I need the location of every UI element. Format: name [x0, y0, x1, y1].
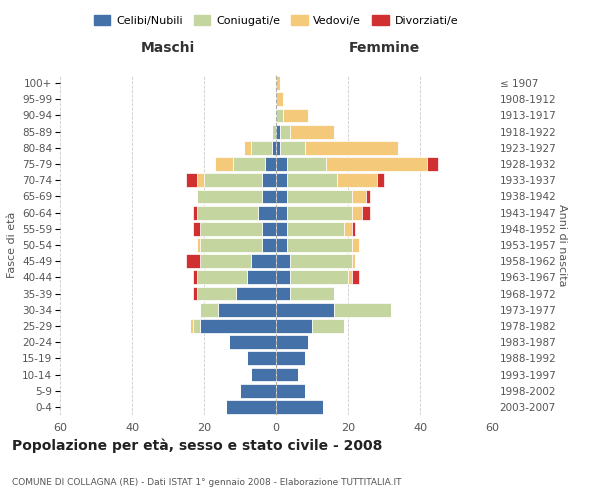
Bar — [276, 206, 287, 220]
Bar — [287, 206, 352, 220]
Bar — [344, 222, 352, 235]
Bar — [326, 157, 427, 171]
Bar — [197, 206, 258, 220]
Bar — [193, 286, 197, 300]
Bar — [276, 400, 323, 414]
Bar — [193, 222, 200, 235]
Bar — [262, 190, 276, 203]
Bar — [247, 270, 276, 284]
Bar — [186, 254, 200, 268]
Bar — [251, 141, 272, 154]
Bar — [197, 190, 262, 203]
Bar — [312, 319, 344, 333]
Bar — [197, 238, 200, 252]
Bar — [258, 206, 276, 220]
Bar — [276, 368, 298, 382]
Legend: Celibi/Nubili, Coniugati/e, Vedovi/e, Divorziati/e: Celibi/Nubili, Coniugati/e, Vedovi/e, Di… — [89, 10, 463, 30]
Bar — [200, 222, 262, 235]
Bar — [272, 141, 276, 154]
Bar — [280, 125, 290, 138]
Bar — [276, 222, 287, 235]
Bar — [197, 174, 204, 187]
Bar — [287, 222, 344, 235]
Bar — [290, 270, 348, 284]
Bar — [276, 352, 305, 365]
Bar — [276, 76, 280, 90]
Bar — [334, 303, 391, 316]
Bar — [262, 238, 276, 252]
Bar — [200, 254, 251, 268]
Bar — [362, 206, 370, 220]
Bar — [352, 222, 355, 235]
Bar — [236, 286, 276, 300]
Text: Popolazione per età, sesso e stato civile - 2008: Popolazione per età, sesso e stato civil… — [12, 438, 382, 453]
Bar — [276, 286, 290, 300]
Bar — [262, 174, 276, 187]
Bar — [352, 254, 355, 268]
Bar — [200, 238, 262, 252]
Bar — [276, 174, 287, 187]
Bar — [348, 270, 352, 284]
Bar — [290, 125, 334, 138]
Bar — [276, 157, 287, 171]
Text: Femmine: Femmine — [349, 41, 419, 55]
Bar — [352, 190, 366, 203]
Bar — [218, 303, 276, 316]
Bar — [193, 319, 200, 333]
Bar — [276, 270, 290, 284]
Bar — [305, 141, 398, 154]
Bar — [276, 92, 283, 106]
Bar — [200, 319, 276, 333]
Bar — [377, 174, 384, 187]
Bar — [276, 319, 312, 333]
Bar — [287, 238, 352, 252]
Bar — [204, 174, 262, 187]
Bar — [276, 254, 290, 268]
Bar — [276, 384, 305, 398]
Y-axis label: Anni di nascita: Anni di nascita — [557, 204, 568, 286]
Bar — [226, 400, 276, 414]
Text: COMUNE DI COLLAGNA (RE) - Dati ISTAT 1° gennaio 2008 - Elaborazione TUTTITALIA.I: COMUNE DI COLLAGNA (RE) - Dati ISTAT 1° … — [12, 478, 401, 487]
Bar — [247, 352, 276, 365]
Bar — [276, 303, 334, 316]
Bar — [200, 303, 218, 316]
Text: Maschi: Maschi — [141, 41, 195, 55]
Bar — [186, 174, 197, 187]
Bar — [272, 125, 276, 138]
Bar — [190, 319, 193, 333]
Bar — [290, 254, 352, 268]
Bar — [265, 157, 276, 171]
Bar — [251, 254, 276, 268]
Bar — [193, 206, 197, 220]
Bar — [352, 206, 362, 220]
Bar — [251, 368, 276, 382]
Bar — [276, 141, 280, 154]
Bar — [290, 286, 334, 300]
Bar — [366, 190, 370, 203]
Bar — [193, 270, 197, 284]
Bar — [276, 108, 283, 122]
Y-axis label: Fasce di età: Fasce di età — [7, 212, 17, 278]
Bar — [244, 141, 251, 154]
Bar — [427, 157, 438, 171]
Bar — [197, 286, 236, 300]
Bar — [352, 238, 359, 252]
Bar — [352, 270, 359, 284]
Bar — [215, 157, 233, 171]
Bar — [276, 190, 287, 203]
Bar — [197, 270, 247, 284]
Bar — [287, 174, 337, 187]
Bar — [287, 157, 326, 171]
Bar — [337, 174, 377, 187]
Bar — [280, 141, 305, 154]
Bar — [233, 157, 265, 171]
Bar — [276, 336, 308, 349]
Bar — [276, 238, 287, 252]
Bar — [287, 190, 352, 203]
Bar — [240, 384, 276, 398]
Bar — [229, 336, 276, 349]
Bar — [262, 222, 276, 235]
Bar — [276, 125, 280, 138]
Bar — [283, 108, 308, 122]
